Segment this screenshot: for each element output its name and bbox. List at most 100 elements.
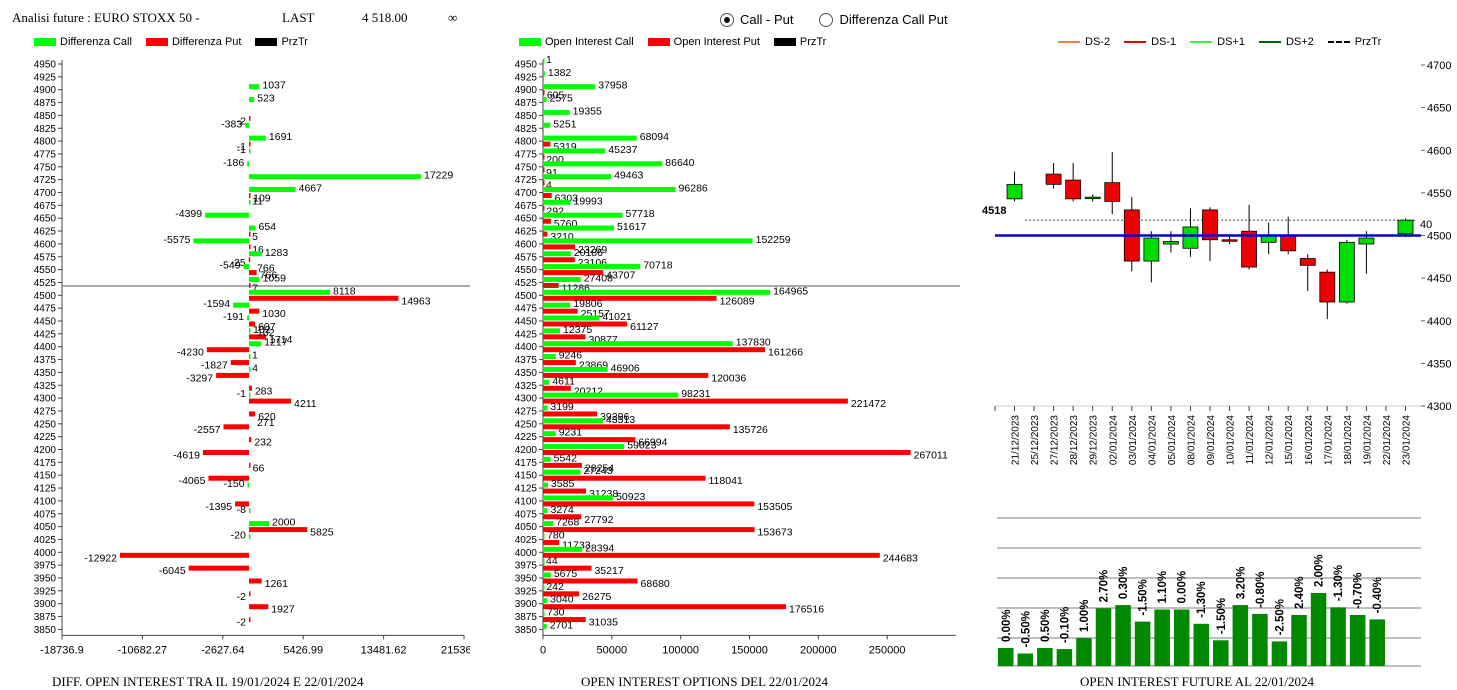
data-label-put: 120036: [711, 372, 746, 384]
data-label-put: 7: [252, 282, 258, 294]
y-tick-label: 4650: [34, 214, 57, 225]
y-tick-label: 4075: [515, 509, 538, 520]
legend-label: PrzTr: [281, 36, 308, 48]
bar-put: [543, 617, 586, 623]
data-label-call: 27243: [584, 465, 613, 477]
bar-put: [543, 321, 628, 327]
x-tick-label: 22/01/2024: [1382, 415, 1393, 465]
data-label-put: -12922: [84, 552, 117, 564]
bar-call: [543, 572, 551, 578]
data-label-put: 1927: [271, 604, 295, 616]
data-label-call: -383: [221, 118, 242, 130]
y-tick-label: 4075: [34, 509, 57, 520]
data-label-call: 4: [252, 362, 258, 374]
bar-call: [249, 276, 260, 282]
y-tick-label: 4850: [34, 111, 57, 122]
data-label-put: 26275: [582, 591, 611, 603]
x-tick-label: 05/01/2024: [1167, 415, 1178, 465]
y-tick-label: 4300: [1427, 401, 1451, 413]
bar-put: [543, 578, 638, 584]
bar-put: [249, 282, 251, 288]
data-label-put: 161266: [768, 347, 803, 359]
bar-call: [543, 71, 545, 77]
bar-call: [249, 84, 260, 90]
radio-call-put[interactable]: [720, 12, 734, 27]
y-tick-label: 4775: [515, 149, 538, 160]
data-label-put: -4619: [173, 450, 200, 462]
bar-call: [543, 444, 625, 449]
data-label-call: 730: [547, 607, 565, 619]
bar-future: [1154, 609, 1170, 666]
data-label-call: 68094: [640, 131, 669, 143]
bar-call: [543, 97, 547, 103]
data-label-future: 0.50%: [1040, 609, 1052, 642]
data-label-future: -1.30%: [1196, 581, 1208, 617]
x-tick-label: 0: [540, 644, 546, 656]
data-label-call: 43513: [606, 414, 635, 426]
bar-call: [543, 212, 623, 218]
last-label: LAST: [282, 10, 315, 25]
y-tick-label: 4400: [1427, 316, 1451, 328]
data-label-put: 5: [252, 231, 258, 243]
y-tick-label: 4600: [515, 239, 538, 250]
bar-call: [249, 366, 251, 372]
data-label-call: 20186: [574, 247, 603, 259]
x-tick-label: 21/12/2023: [1011, 415, 1022, 465]
bar-put: [543, 205, 545, 211]
candle-body: [1358, 237, 1375, 245]
radio-difference-call-put[interactable]: [819, 12, 834, 27]
bar-call: [543, 431, 556, 437]
data-label-future: -0.70%: [1353, 573, 1365, 609]
data-label-put: 153505: [757, 501, 792, 513]
bar-call: [543, 585, 545, 591]
bar-put: [543, 347, 766, 353]
bar-put: [230, 360, 250, 366]
y-tick-label: 4675: [34, 201, 57, 212]
data-label-future: -2.50%: [1274, 599, 1286, 635]
radio-call-put-label[interactable]: Call - Put: [740, 12, 794, 27]
last-value: 4 518.00: [362, 10, 408, 25]
bar-call: [249, 225, 256, 231]
bar-future: [1252, 613, 1268, 666]
bar-put: [543, 462, 582, 468]
data-label-call: 780: [547, 529, 565, 541]
radio-difference-call-put-label[interactable]: Differenza Call Put: [839, 12, 948, 27]
bar-call: [249, 148, 251, 154]
bar-call: [248, 508, 251, 514]
data-label-call: 86640: [665, 157, 694, 169]
y-tick-label: 4600: [1427, 145, 1451, 157]
bar-future: [1173, 609, 1190, 666]
data-label-call: 2000: [272, 517, 296, 529]
bar-call: [543, 379, 550, 385]
legend-label: Open Interest Put: [673, 36, 760, 48]
y-tick-label: 4025: [515, 535, 538, 546]
bar-call: [248, 533, 251, 539]
y-tick-label: 3950: [515, 574, 538, 585]
bar-call: [249, 135, 266, 141]
data-label-put: 66994: [638, 437, 667, 449]
x-tick-label: 08/01/2024: [1186, 415, 1197, 465]
bar-put: [249, 411, 256, 417]
bar-future: [1037, 648, 1053, 666]
y-tick-label: 4825: [515, 124, 538, 135]
bar-put: [249, 270, 257, 276]
y-tick-label: 4200: [515, 445, 538, 456]
bar-call: [249, 521, 269, 527]
data-label-put: -1827: [201, 360, 228, 372]
y-tick-label: 4900: [515, 85, 538, 96]
bar-call: [543, 161, 663, 167]
data-label-future: 2.70%: [1099, 570, 1111, 603]
data-label-put: 28254: [585, 462, 614, 474]
data-label-put: 244683: [883, 552, 918, 564]
legend-line-prztr: [1327, 41, 1350, 43]
data-label-call: 46906: [611, 362, 640, 374]
y-tick-label: 4250: [34, 419, 57, 430]
bar-put: [543, 295, 717, 301]
y-tick-label: 3875: [515, 612, 538, 623]
data-label-call: 8118: [333, 285, 356, 297]
y-tick-label: 4000: [34, 548, 57, 559]
x-tick-label: 13481.62: [361, 644, 407, 656]
data-label-put: 31035: [589, 617, 618, 629]
bar-future: [1115, 605, 1131, 666]
